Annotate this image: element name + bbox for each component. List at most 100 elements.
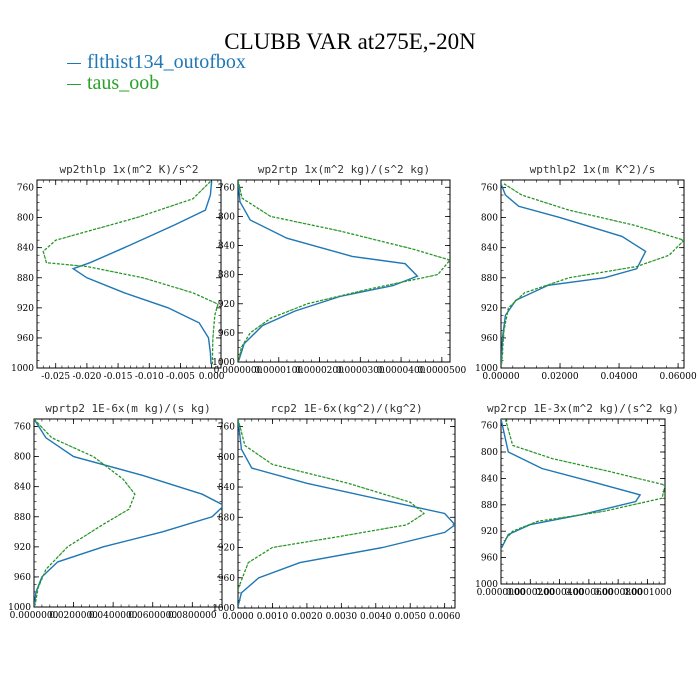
y-tick-label: 880 (17, 274, 34, 284)
x-tick-label: 0.0000400 (377, 366, 426, 376)
y-tick-label: 800 (218, 453, 235, 463)
series-line-taus_oob (42, 181, 219, 365)
x-tick-label: 0.0000300 (336, 366, 385, 376)
y-tick-label: 920 (17, 304, 34, 314)
y-tick-label: 920 (481, 304, 498, 314)
legend-label: taus_oob (87, 72, 160, 94)
y-tick-label: 960 (17, 334, 34, 344)
legend-entry-1: flthist134_outofbox (67, 51, 246, 73)
series-line-overlay (34, 419, 136, 606)
y-tick-label: 920 (481, 527, 498, 537)
plot-frame (36, 179, 222, 369)
x-tick-label: 0.0001000 (623, 588, 672, 598)
y-tick-label: 880 (481, 501, 498, 511)
subplot-title: wp2rtp 1x(m^2 kg)/(s^2 kg) (258, 163, 430, 176)
plot-frame (500, 418, 666, 585)
y-tick-label: 840 (481, 244, 498, 254)
y-tick-label: 1000 (212, 358, 235, 368)
plot-frame (33, 418, 223, 608)
x-tick-label: 0.000 (199, 372, 225, 382)
subplot-2: wp2rtp 1x(m^2 kg)/(s^2 kg) 760 800 840 880 92… (212, 163, 466, 376)
x-tick-label: 0.0200000 (49, 611, 98, 621)
legend-swatch (67, 83, 81, 85)
x-tick-label: -0.025 (41, 372, 70, 382)
x-tick-label: -0.010 (135, 372, 164, 382)
y-tick-label: 880 (218, 271, 235, 281)
y-tick-label: 960 (481, 334, 498, 344)
y-tick-label: 1000 (11, 364, 34, 374)
x-tick-label: 0.0000000 (477, 588, 526, 598)
y-tick-label: 880 (481, 274, 498, 284)
subplot-title: wp2thlp 1x(m^2 K)/s^2 (59, 163, 198, 176)
x-tick-label: 0.00000 (482, 372, 519, 382)
y-tick-label: 1000 (475, 364, 498, 374)
y-tick-label: 800 (481, 214, 498, 224)
y-tick-label: 920 (14, 543, 31, 553)
subplot-title: wp2rcp 1E-3x(m^2 kg)/(s^2 kg) (487, 402, 679, 415)
x-tick-label: 0.0040 (360, 612, 392, 622)
y-tick-label: 1000 (8, 603, 31, 613)
legend-label: flthist134_outofbox (87, 51, 246, 73)
x-tick-label: 0.02000 (541, 372, 578, 382)
x-tick-label: 0.0030 (326, 612, 358, 622)
y-tick-label: 880 (218, 513, 235, 523)
series-line-flthist134_outofbox (34, 419, 222, 606)
subplot-6: wp2rcp 1E-3x(m^2 kg)/(s^2 kg) 760 800 840 88… (475, 402, 679, 598)
y-tick-label: 760 (481, 422, 498, 432)
y-tick-label: 760 (14, 423, 31, 433)
y-tick-label: 840 (17, 244, 34, 254)
y-tick-label: 840 (218, 483, 235, 493)
subplot-title: wpthlp2 1x(m K^2)/s (530, 163, 656, 176)
x-tick-label: 0.0020 (291, 612, 323, 622)
y-tick-label: 760 (481, 184, 498, 194)
y-tick-label: 960 (218, 574, 235, 584)
x-tick-label: -0.020 (72, 372, 101, 382)
y-tick-label: 960 (14, 573, 31, 583)
series-line-flthist134_outofbox (238, 180, 419, 361)
y-tick-label: 960 (218, 329, 235, 339)
series-line-flthist134_outofbox (501, 183, 647, 365)
plot-frame (500, 179, 685, 369)
x-tick-label: 0.0000 (222, 612, 254, 622)
series-line-taus_oob (238, 419, 426, 590)
y-tick-label: 800 (481, 448, 498, 458)
y-tick-label: 760 (218, 183, 235, 193)
y-tick-label: 880 (14, 513, 31, 523)
y-tick-label: 840 (218, 242, 235, 252)
x-tick-label: 0.0050 (394, 612, 426, 622)
subplot-5: rcp2 1E-6x(kg^2)/(kg^2) 760 800 840 880 920 96… (212, 402, 461, 622)
x-tick-label: 0.0000000 (10, 611, 59, 621)
y-tick-label: 920 (218, 300, 235, 310)
x-tick-label: 0.04000 (600, 372, 637, 382)
x-tick-label: 0.0800000 (168, 611, 217, 621)
series-line-flthist134_outofbox (71, 181, 213, 365)
y-tick-label: 800 (218, 212, 235, 222)
series-line-flthist134_outofbox (238, 419, 455, 607)
series-line-overlay (42, 181, 219, 365)
series-line-overlay (238, 180, 450, 361)
y-tick-label: 960 (481, 554, 498, 564)
series-line-overlay (503, 419, 665, 542)
series-line-flthist134_outofbox (501, 419, 642, 549)
y-tick-label: 760 (218, 423, 235, 433)
x-tick-label: 0.06000 (659, 372, 696, 382)
plot-frame (237, 418, 456, 609)
y-tick-label: 920 (218, 544, 235, 554)
series-line-overlay (238, 419, 425, 590)
x-tick-label: -0.015 (104, 372, 133, 382)
y-tick-label: 760 (17, 184, 34, 194)
subplot-3: wpthlp2 1x(m K^2)/s 760 800 840 880 920 960 100… (475, 163, 697, 382)
series-line-taus_oob (238, 180, 450, 361)
legend-swatch (67, 62, 81, 64)
y-tick-label: 800 (14, 453, 31, 463)
y-tick-label: 1000 (475, 580, 498, 590)
x-tick-label: 0.0000100 (254, 366, 303, 376)
subplot-1: wp2thlp 1x(m^2 K)/s^2 760 800 840 880 920 960 1… (11, 163, 225, 382)
figure-title: CLUBB VAR at275E,-20N (224, 29, 476, 54)
x-tick-label: 0.0000500 (418, 366, 467, 376)
x-tick-label: 0.0400000 (89, 611, 138, 621)
subplot-title: wprtp2 1E-6x(m kg)/(s kg) (45, 402, 211, 415)
series-line-taus_oob (503, 419, 665, 542)
